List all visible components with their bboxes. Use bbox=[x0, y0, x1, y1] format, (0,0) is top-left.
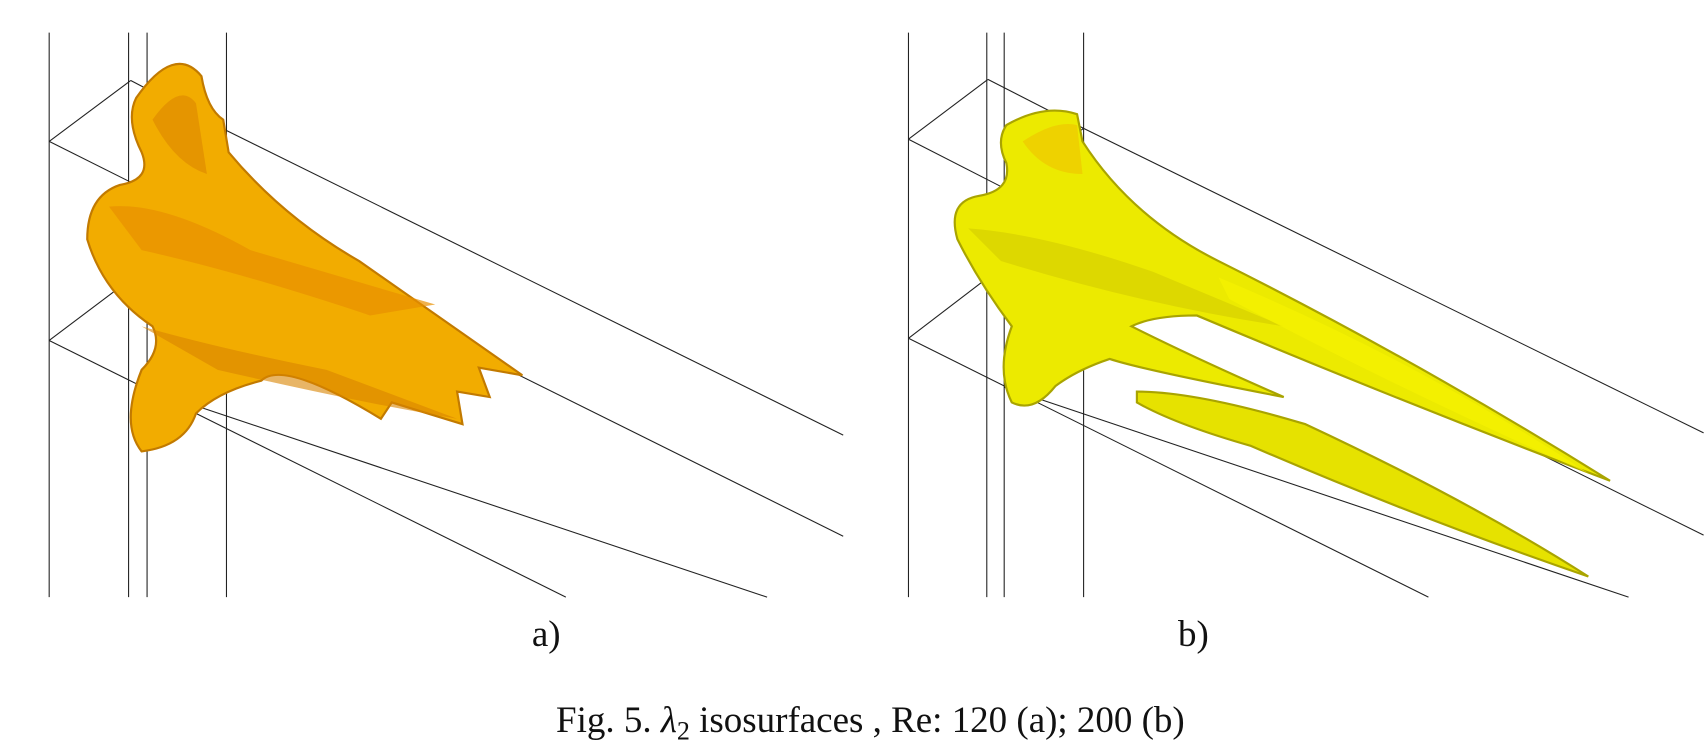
panel-b: b) bbox=[907, 32, 1704, 655]
isosurface bbox=[953, 109, 1611, 578]
caption-symbol: λ bbox=[660, 699, 677, 740]
panel-label: a) bbox=[532, 613, 561, 655]
caption-text: isosurfaces , Re: 120 (a); 200 (b) bbox=[699, 699, 1185, 741]
panel-label: b) bbox=[1178, 613, 1209, 655]
caption-label: Fig. 5. bbox=[556, 699, 652, 740]
caption-subscript: 2 bbox=[677, 717, 690, 744]
panel-a: a) bbox=[48, 32, 844, 655]
isosurface bbox=[86, 62, 523, 453]
caption: Fig. 5. λ2 isosurfaces , Re: 120 (a); 20… bbox=[556, 699, 1185, 744]
